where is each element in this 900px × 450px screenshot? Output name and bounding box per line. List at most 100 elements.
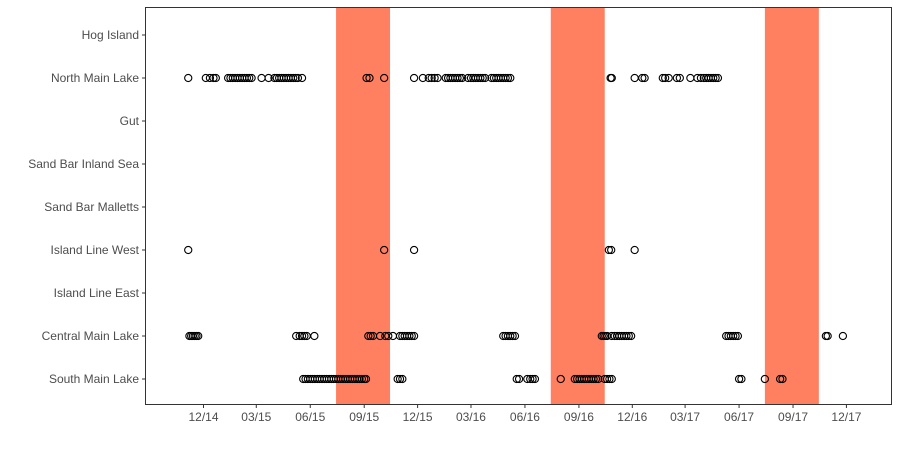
plot-panel-border: [145, 7, 892, 405]
data-point: [526, 374, 535, 384]
y-tick-label: Sand Bar Inland Sea: [28, 157, 139, 171]
data-point: [594, 374, 603, 384]
y-axis: South Main Lake Central Main Lake Island L…: [28, 28, 146, 386]
data-point: [602, 374, 612, 384]
data-point: [365, 73, 374, 83]
data-point: [658, 73, 667, 83]
data-point: [362, 73, 371, 83]
data-point: [675, 73, 684, 83]
data-point: [508, 331, 517, 341]
data-point: [247, 73, 256, 83]
x-tick-label: 06/15: [295, 410, 325, 424]
data-point: [514, 374, 524, 384]
data-point: [455, 73, 464, 83]
data-point: [624, 331, 633, 341]
x-tick-label: 06/17: [724, 410, 754, 424]
data-point: [242, 73, 252, 83]
data-point: [501, 73, 510, 83]
data-point: [640, 73, 649, 83]
data-point: [838, 331, 848, 341]
x-tick-label: 03/16: [456, 410, 486, 424]
x-tick-label: 12/14: [188, 410, 218, 424]
data-point: [291, 73, 300, 83]
data-point: [734, 374, 744, 384]
y-tick-label: Island Line East: [54, 286, 140, 300]
data-point: [661, 73, 670, 83]
data-point: [528, 374, 537, 384]
data-point: [297, 331, 307, 341]
data-point: [503, 73, 513, 83]
data-point: [384, 331, 393, 341]
data-point: [407, 331, 416, 341]
data-point: [355, 374, 364, 384]
data-point: [711, 73, 720, 83]
data-point: [264, 73, 273, 83]
data-point: [693, 73, 702, 83]
data-point: [409, 245, 419, 255]
data-point: [630, 245, 639, 255]
data-point: [424, 73, 433, 83]
data-point: [713, 73, 723, 83]
shaded-period: [764, 8, 819, 404]
data-point: [409, 331, 419, 341]
y-tick-label: Hog Island: [82, 28, 139, 42]
data-point: [257, 73, 266, 83]
x-tick-label: 03/17: [670, 410, 700, 424]
data-point: [604, 245, 613, 255]
data-point: [357, 374, 367, 384]
data-point: [209, 73, 218, 83]
data-point: [430, 73, 439, 83]
data-point: [731, 331, 740, 341]
data-point: [388, 331, 398, 341]
x-tick-label: 12/16: [617, 410, 647, 424]
data-point: [211, 73, 220, 83]
data-point: [297, 73, 307, 83]
data-point: [395, 374, 405, 384]
data-point: [398, 374, 407, 384]
data-point: [530, 374, 540, 384]
data-point: [672, 73, 682, 83]
data-point: [184, 245, 193, 255]
data-point: [622, 331, 631, 341]
data-point: [607, 73, 616, 83]
data-point: [289, 73, 298, 83]
data-point: [245, 73, 254, 83]
data-point: [418, 73, 428, 83]
data-point: [393, 374, 402, 384]
data-point: [205, 73, 215, 83]
y-tick-label: Sand Bar Malletts: [44, 200, 139, 214]
x-tick-label: 09/15: [349, 410, 379, 424]
data-point: [427, 73, 436, 83]
data-point: [361, 374, 371, 384]
data-point: [480, 73, 490, 83]
data-point: [607, 374, 616, 384]
data-point: [823, 331, 832, 341]
data-point: [737, 374, 746, 384]
data-point: [510, 331, 520, 341]
data-point: [458, 73, 467, 83]
data-point: [626, 331, 636, 341]
x-tick-label: 09/16: [564, 410, 594, 424]
data-points: [184, 73, 848, 384]
data-point: [409, 73, 419, 83]
data-point: [778, 374, 787, 384]
data-point: [194, 331, 203, 341]
y-tick-label: South Main Lake: [49, 372, 139, 386]
data-point: [607, 245, 616, 255]
data-point: [729, 331, 738, 341]
data-point: [638, 73, 647, 83]
data-point: [605, 374, 614, 384]
x-tick-label: 06/16: [510, 410, 540, 424]
shaded-periods: [336, 8, 819, 404]
x-tick-label: 12/17: [831, 410, 861, 424]
data-point: [366, 331, 375, 341]
data-point: [453, 73, 462, 83]
data-point: [664, 73, 673, 83]
y-tick-label: Gut: [120, 114, 140, 128]
x-axis: 12/14 03/15 06/15 09/15 12/15 03/16 06/16 09/16…: [188, 404, 862, 424]
y-tick-label: Central Main Lake: [42, 329, 140, 343]
data-point: [380, 245, 389, 255]
data-point: [380, 73, 389, 83]
data-point: [375, 331, 385, 341]
